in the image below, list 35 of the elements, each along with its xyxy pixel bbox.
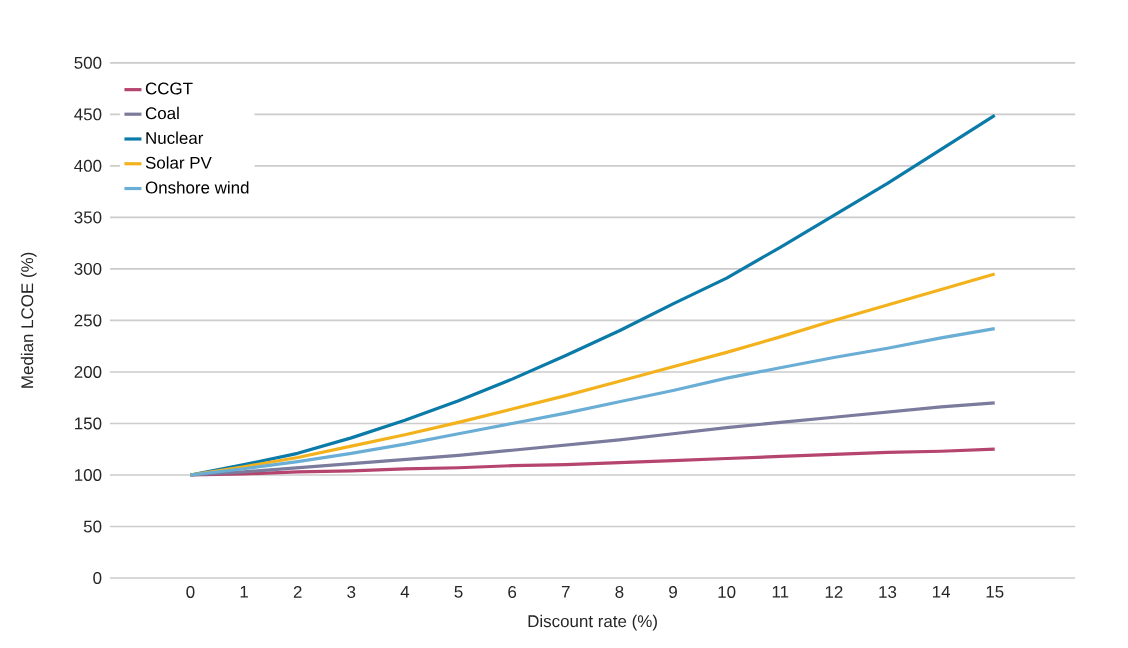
x-axis-title: Discount rate (%)	[528, 614, 657, 631]
y-tick-label: 500	[74, 56, 102, 69]
line-series	[188, 327, 997, 477]
x-tick-label: 2	[293, 585, 302, 598]
x-tick-label: 1	[240, 585, 248, 598]
x-tick-label: 8	[615, 585, 624, 598]
x-tick-label: 12	[825, 585, 843, 598]
y-tick-label: 450	[74, 108, 102, 121]
y-tick-label: 0	[93, 572, 102, 584]
legend-label: CCGT	[145, 82, 193, 95]
x-tick-label: 9	[669, 585, 677, 598]
y-tick-label: 100	[75, 468, 102, 481]
legend-label: Onshore wind	[145, 181, 249, 194]
x-tick-label: 5	[454, 585, 463, 598]
x-tick-label: 3	[347, 585, 356, 598]
legend-label: Nuclear	[146, 131, 204, 145]
legend-label: Solar PV	[145, 156, 212, 169]
y-tick-label: 250	[74, 314, 102, 327]
x-tick-label: 0	[186, 585, 195, 598]
y-tick-label: 400	[74, 159, 102, 172]
x-tick-label: 6	[508, 585, 517, 598]
y-tick-label: 350	[74, 211, 102, 224]
legend-label: Coal	[145, 106, 179, 120]
y-tick-label: 200	[74, 365, 102, 378]
x-tick-label: 13	[879, 585, 897, 598]
y-tick-label: 150	[75, 417, 102, 430]
y-tick-label: 300	[74, 262, 102, 275]
x-tick-label: 15	[986, 585, 1004, 598]
x-tick-label: 10	[718, 585, 736, 598]
x-tick-label: 7	[561, 585, 570, 598]
y-tick-label: 50	[83, 520, 102, 533]
x-tick-label: 14	[932, 585, 951, 598]
x-tick-label: 11	[772, 585, 789, 598]
y-axis-title: Median LCOE (%)	[20, 252, 37, 388]
x-tick-label: 4	[400, 585, 410, 598]
